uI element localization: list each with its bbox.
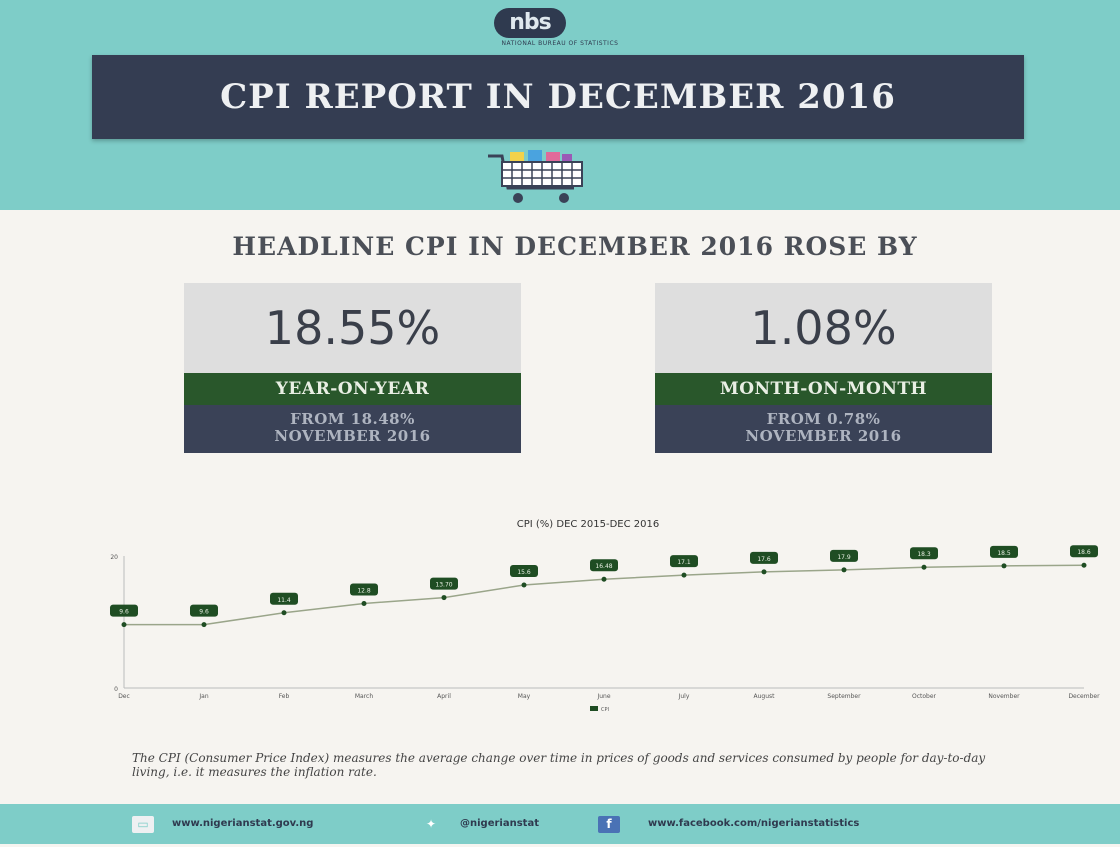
shopping-cart-icon [488, 150, 583, 203]
year-on-year-card: 18.55% YEAR-ON-YEAR FROM 18.48% NOVEMBER… [184, 283, 521, 453]
data-label-box [510, 565, 538, 578]
facebook-icon: f [598, 816, 620, 833]
x-tick-label: November [988, 693, 1020, 700]
data-point [121, 622, 127, 628]
x-tick-label: May [518, 693, 531, 700]
data-label: 18.6 [1077, 549, 1091, 556]
stat-previous-value: FROM 18.48% [290, 410, 415, 428]
data-label-box [190, 604, 218, 617]
data-point [601, 576, 607, 582]
data-point [361, 601, 367, 607]
data-label: 16.48 [595, 563, 612, 570]
x-tick-label: Jan [198, 693, 208, 700]
web-icon: ▭ [132, 816, 154, 833]
data-point [521, 582, 527, 588]
data-label: 12.8 [357, 588, 371, 595]
data-label-box [910, 547, 938, 560]
data-point [1001, 563, 1007, 569]
data-point [921, 564, 927, 570]
y-tick-label: 0 [114, 686, 118, 693]
page-title: CPI REPORT IN DECEMBER 2016 [220, 77, 896, 117]
y-tick-label: 20 [110, 554, 118, 561]
x-tick-label: Feb [279, 693, 290, 700]
data-label-box [990, 545, 1018, 558]
legend-swatch [590, 706, 598, 711]
x-tick-label: August [754, 693, 776, 700]
chart-title: CPI (%) DEC 2015-DEC 2016 [516, 519, 660, 530]
logo-subtext: NATIONAL BUREAU OF STATISTICS [501, 40, 619, 47]
stat-value: 1.08% [655, 283, 992, 373]
cpi-series-line [124, 564, 1085, 626]
x-tick-label: March [355, 693, 373, 700]
data-label: 18.3 [917, 551, 931, 558]
x-tick-label: December [1068, 693, 1100, 700]
data-point [1081, 562, 1087, 568]
stat-previous-period: NOVEMBER 2016 [274, 427, 431, 445]
data-point [441, 595, 447, 601]
stat-label: MONTH-ON-MONTH [655, 373, 992, 405]
title-banner: CPI REPORT IN DECEMBER 2016 [92, 55, 1024, 139]
twitter-link[interactable]: @nigerianstat [460, 818, 539, 829]
data-label-box [590, 559, 618, 572]
month-on-month-card: 1.08% MONTH-ON-MONTH FROM 0.78% NOVEMBER… [655, 283, 992, 453]
twitter-icon: ✦ [420, 816, 442, 833]
data-label-box [1070, 545, 1098, 558]
stat-previous-value: FROM 0.78% [766, 410, 881, 428]
cpi-line-chart: 0 20 9.6 Dec 9.6 Jan 11.4 Feb 12.8 March 13.70 Apri… [110, 545, 1100, 713]
data-label: 17.6 [757, 556, 771, 563]
data-label: 9.6 [119, 609, 129, 616]
data-label: 13.70 [435, 582, 452, 589]
legend-label: CPI [601, 707, 609, 713]
x-tick-label: June [596, 693, 610, 700]
data-label-box [750, 551, 778, 564]
footer-band: ▭ www.nigerianstat.gov.ng ✦ @nigeriansta… [0, 804, 1120, 844]
data-point [201, 622, 207, 628]
data-label-box [110, 604, 138, 617]
data-label: 17.9 [837, 554, 851, 561]
x-tick-label: October [912, 693, 937, 700]
headline-text: HEADLINE CPI IN DECEMBER 2016 ROSE BY [232, 232, 918, 261]
x-tick-label: April [437, 693, 451, 700]
stat-previous: FROM 18.48% NOVEMBER 2016 [184, 405, 521, 453]
data-label-box [270, 592, 298, 605]
data-label: 18.5 [997, 550, 1011, 557]
stat-label: YEAR-ON-YEAR [184, 373, 521, 405]
website-link[interactable]: www.nigerianstat.gov.ng [172, 818, 314, 829]
data-label-box [670, 555, 698, 568]
x-tick-label: Dec [118, 693, 130, 700]
stat-value: 18.55% [184, 283, 521, 373]
data-label: 11.4 [277, 597, 291, 604]
facebook-link[interactable]: www.facebook.com/nigerianstatistics [648, 818, 860, 829]
data-label-box [350, 583, 378, 596]
data-label: 15.6 [517, 569, 531, 576]
stat-previous: FROM 0.78% NOVEMBER 2016 [655, 405, 992, 453]
data-label-box [430, 577, 458, 590]
x-tick-label: July [678, 693, 690, 700]
stat-previous-period: NOVEMBER 2016 [745, 427, 902, 445]
nbs-logo[interactable]: nbs [494, 8, 566, 38]
header-band: nbs NATIONAL BUREAU OF STATISTICS CPI RE… [0, 0, 1120, 210]
data-point [841, 567, 847, 573]
data-label: 17.1 [677, 559, 691, 566]
data-point [681, 572, 687, 578]
data-label-box [830, 549, 858, 562]
data-point [761, 569, 767, 575]
data-label: 9.6 [199, 609, 209, 616]
x-tick-label: September [827, 693, 861, 700]
data-point [281, 610, 287, 616]
cpi-description: The CPI (Consumer Price Index) measures … [132, 751, 986, 779]
